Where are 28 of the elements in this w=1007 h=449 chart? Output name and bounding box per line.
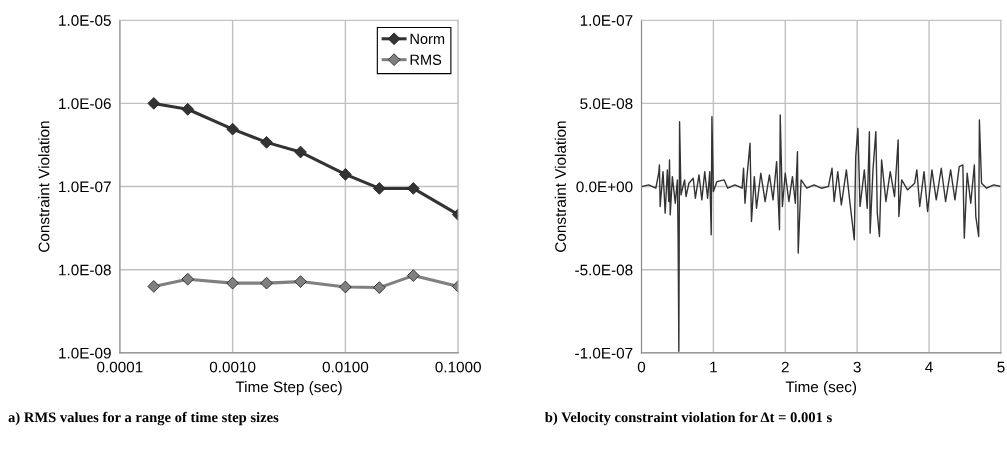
x-tick-label: 4: [925, 361, 933, 373]
y-tick-label: 1.0E-06: [59, 98, 111, 110]
text: a) RMS values for a range of time step sizes: [8, 411, 279, 426]
y-tick-label: -5.0E-08: [575, 264, 633, 276]
y-axis-title: Constraint Violation: [38, 121, 50, 252]
x-axis-title: Time (sec): [785, 381, 857, 396]
x-tick-label: 0.0001: [97, 361, 143, 373]
y-tick-label: 1.0E-08: [59, 264, 111, 276]
y-tick-label: 5.0E-08: [580, 98, 633, 110]
x-tick-label: 0: [637, 361, 646, 373]
y-tick-label: -1.0E-07: [575, 347, 633, 359]
x-tick-label: 1: [710, 361, 717, 373]
text: b) Velocity constraint violation for Δt = 0.001 s: [544, 411, 832, 426]
x-tick-label: 3: [853, 361, 861, 373]
y-axis-title: Constraint Violation: [554, 121, 566, 252]
x-tick-label: 2: [781, 361, 789, 373]
x-axis-title: Time Step (sec): [235, 381, 342, 396]
y-tick-label: 1.0E-09: [59, 347, 111, 359]
x-tick-label: 5: [997, 361, 1005, 373]
legend-label: RMS: [410, 54, 442, 65]
y-tick-label: 1.0E-07: [580, 15, 633, 26]
y-tick-label: 1.0E-07: [59, 181, 111, 193]
x-tick-label: 0.1000: [435, 361, 481, 373]
x-tick-label: 0.0010: [209, 361, 256, 373]
y-tick-label: 1.0E-05: [59, 15, 111, 26]
y-tick-label: 0.0E+00: [576, 181, 633, 193]
legend-label: Norm: [410, 33, 445, 45]
x-tick-label: 0.0100: [322, 361, 369, 373]
